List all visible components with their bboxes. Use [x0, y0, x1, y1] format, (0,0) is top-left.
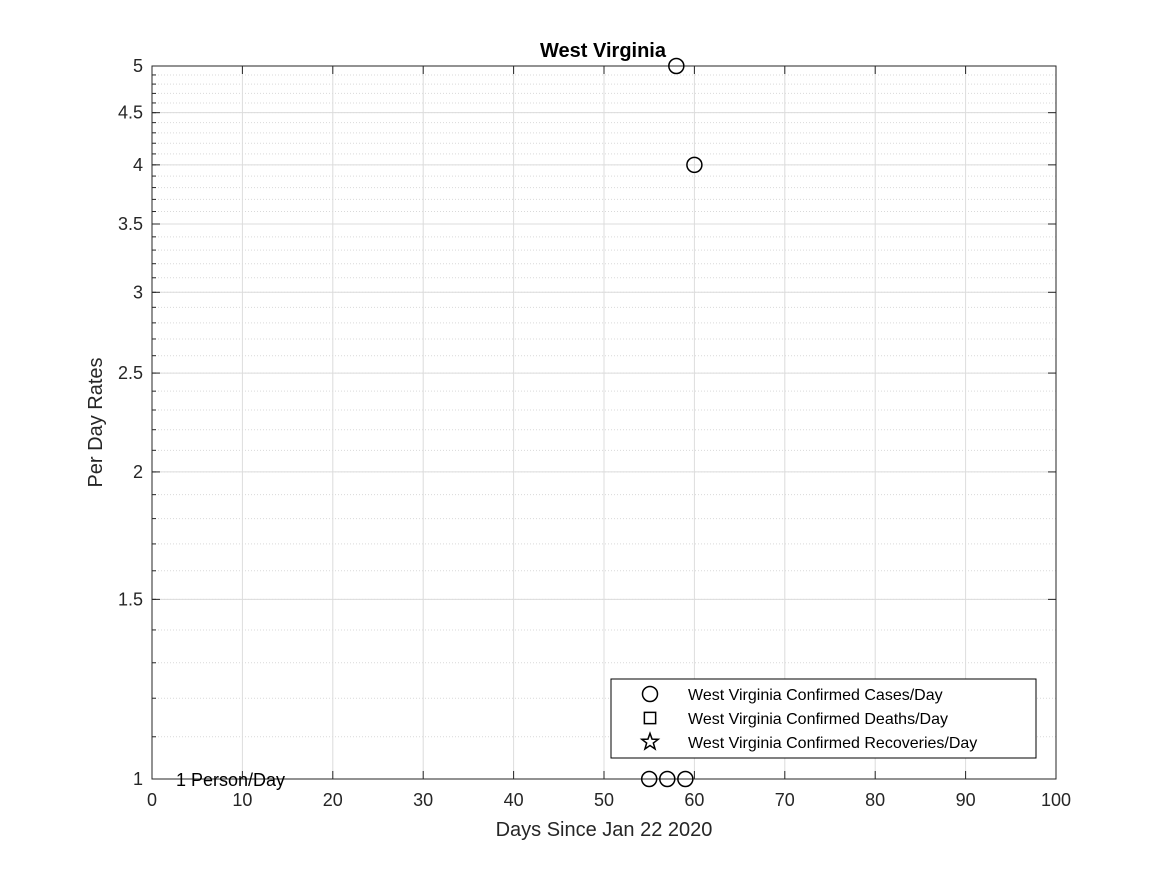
marks	[640, 57, 703, 788]
y-tick-label: 4.5	[118, 103, 143, 123]
ticks: 0 10 20 30 40 50 60 70 80 90 100 1 1.5 2 2.5 3 3.5 4 4.5 5	[118, 56, 1071, 810]
x-tick-label: 60	[684, 790, 704, 810]
chart-title: West Virginia	[540, 40, 667, 62]
data-point-circle	[640, 770, 658, 788]
legend-entry-label: West Virginia Confirmed Deaths/Day	[688, 711, 948, 728]
x-tick-label: 100	[1041, 790, 1071, 810]
legend-marker-square	[643, 711, 657, 725]
data-point-circle	[659, 770, 676, 788]
x-tick-label: 90	[956, 790, 976, 810]
x-tick-label: 0	[147, 790, 157, 810]
x-tick-label: 80	[865, 790, 885, 810]
x-tick-label: 40	[504, 790, 524, 810]
y-tick-label: 1.5	[118, 589, 143, 609]
x-tick-label: 10	[232, 790, 252, 810]
y-tick-label: 3.5	[118, 214, 143, 234]
y-axis-label: Per Day Rates	[85, 357, 107, 487]
legend: West Virginia Confirmed Cases/Day West Vi…	[610, 678, 1037, 759]
grid	[152, 65, 1056, 779]
y-tick-label: 1	[133, 769, 143, 789]
data-point-circle	[686, 156, 703, 174]
y-tick-label: 5	[133, 56, 143, 76]
data-point-circle	[677, 770, 694, 788]
annotation-1-person-day: 1 Person/Day	[176, 770, 285, 790]
y-tick-label: 3	[133, 282, 143, 302]
y-tick-label: 4	[133, 155, 143, 175]
legend-box	[610, 678, 1037, 759]
y-tick-label: 2	[133, 462, 143, 482]
x-axis-label: Days Since Jan 22 2020	[496, 819, 713, 841]
x-tick-label: 70	[775, 790, 795, 810]
x-tick-label: 30	[413, 790, 433, 810]
legend-marker-circle	[641, 685, 659, 703]
data-point-circle	[668, 57, 685, 75]
legend-entry-label: West Virginia Confirmed Cases/Day	[688, 687, 943, 704]
x-tick-label: 50	[594, 790, 614, 810]
legend-marker-star	[639, 731, 661, 751]
y-tick-label: 2.5	[118, 363, 143, 383]
x-tick-label: 20	[323, 790, 343, 810]
legend-entry-label: West Virginia Confirmed Recoveries/Day	[688, 735, 977, 752]
